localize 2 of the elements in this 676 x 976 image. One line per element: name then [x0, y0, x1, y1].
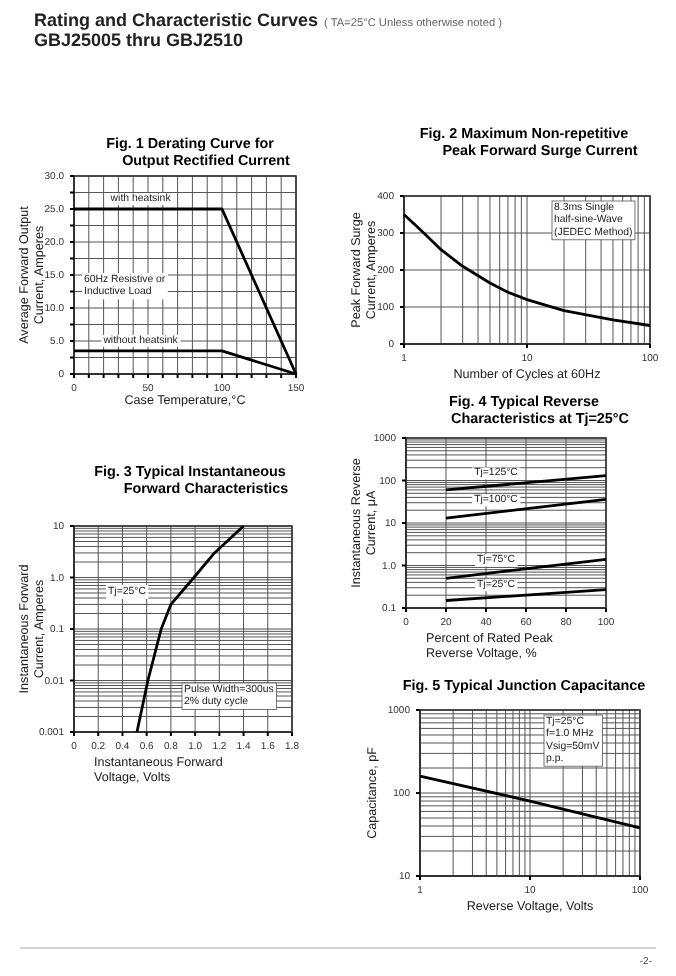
- text: GBJ25005 thru GBJ2510: [34, 30, 244, 50]
- text: Rating and Characteristic Curves: [34, 10, 319, 30]
